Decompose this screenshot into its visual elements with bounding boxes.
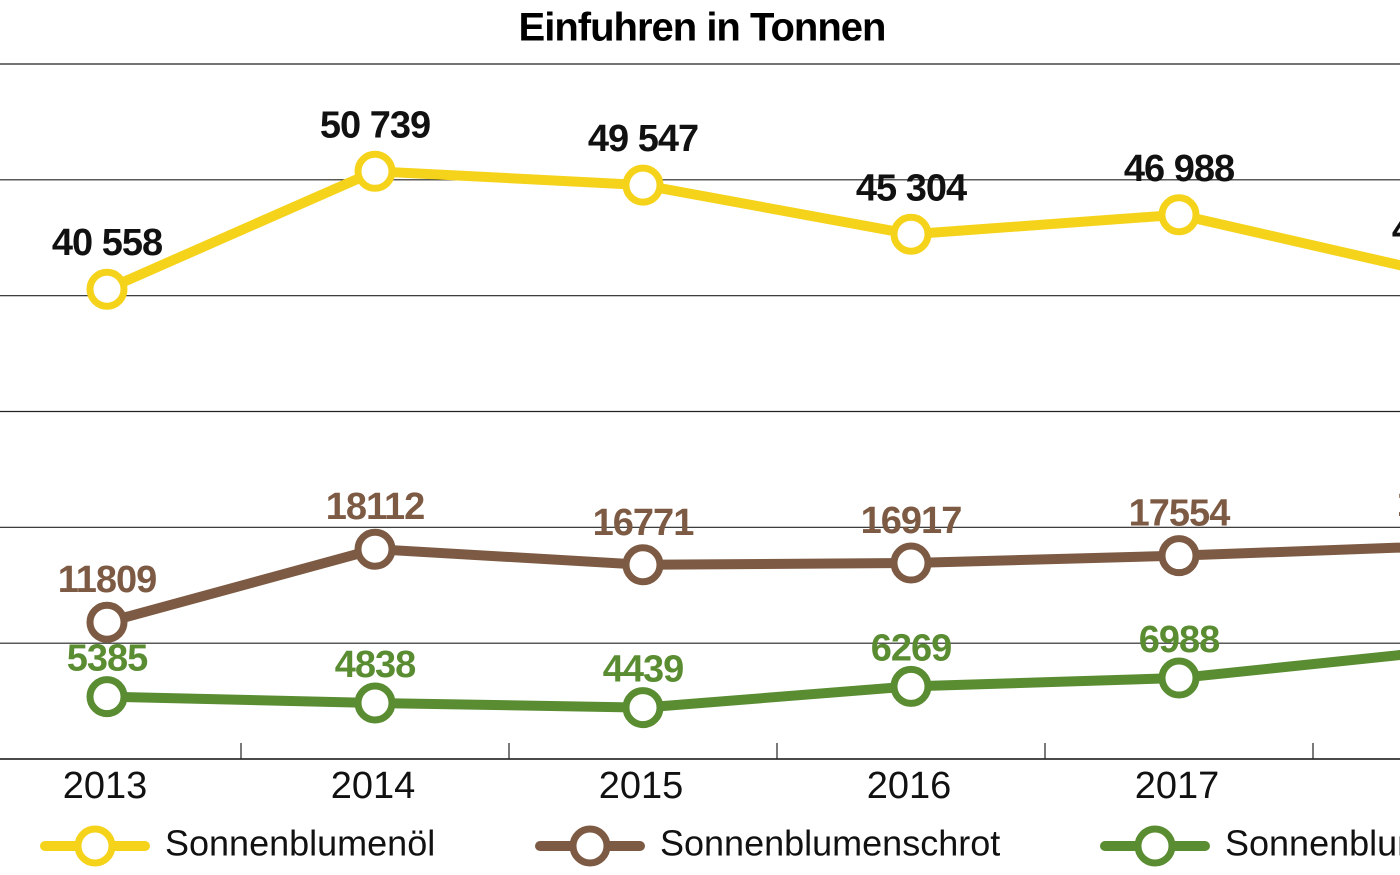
data-label: 11809 <box>58 559 157 601</box>
x-tick-label: 2017 <box>1135 765 1220 807</box>
point-marker <box>890 542 932 584</box>
point-marker <box>890 213 932 255</box>
series-line <box>105 542 1400 628</box>
data-label: 4439 <box>603 649 684 691</box>
legend-marker <box>569 825 611 867</box>
x-tick-label: 2014 <box>331 765 416 807</box>
data-label: 18400 <box>1397 483 1400 525</box>
point-marker <box>890 665 932 707</box>
point-marker <box>622 544 664 586</box>
legend-marker <box>1134 825 1176 867</box>
chart-title: Einfuhren in Tonnen <box>519 6 886 50</box>
point-marker <box>354 682 396 724</box>
x-tick-label: 2013 <box>63 765 148 807</box>
point-marker <box>1158 194 1200 236</box>
data-label: 41 700 <box>1392 209 1400 251</box>
legend-label: Sonnenblumenöl <box>165 823 435 864</box>
data-label: 6269 <box>871 627 952 669</box>
point-marker <box>1158 657 1200 699</box>
data-label: 6988 <box>1139 619 1220 661</box>
legend-marker <box>74 825 116 867</box>
point-marker <box>86 268 128 310</box>
point-marker <box>622 164 664 206</box>
series-line <box>106 649 1400 713</box>
data-label: 16771 <box>593 502 695 544</box>
data-label: 16917 <box>861 500 962 542</box>
data-label: 40 558 <box>52 222 162 264</box>
x-tick-label: 2015 <box>599 765 684 807</box>
point-marker <box>622 687 664 729</box>
point-marker <box>86 601 128 643</box>
data-label: 17554 <box>1129 493 1231 535</box>
legend-label: Sonnenblumenkerne <box>1225 823 1400 864</box>
data-label: 46 988 <box>1124 148 1234 190</box>
data-label: 45 304 <box>856 167 967 209</box>
data-label: 4838 <box>335 644 416 686</box>
legend-label: Sonnenblumenschrot <box>660 823 1000 864</box>
data-label: 49 547 <box>588 118 698 160</box>
point-marker <box>1158 535 1200 577</box>
point-marker <box>354 150 396 192</box>
data-label: 5385 <box>67 638 148 680</box>
point-marker <box>86 676 128 718</box>
x-tick-label: 2016 <box>867 765 952 807</box>
data-label: 50 739 <box>320 104 430 146</box>
point-marker <box>354 528 396 570</box>
series-line <box>104 166 1400 294</box>
data-label: 18112 <box>326 486 425 528</box>
